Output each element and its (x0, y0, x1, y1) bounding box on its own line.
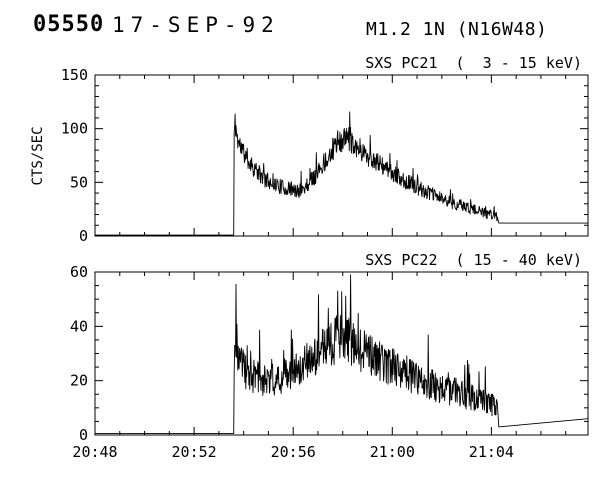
pc22-trace (95, 274, 589, 435)
y-tick-label: 20 (70, 372, 88, 390)
x-tick-label: 21:00 (370, 443, 415, 461)
pc22-title: SXS PC22 ( 15 - 40 keV) (365, 251, 582, 269)
x-tick-label: 20:56 (271, 443, 316, 461)
y-axis-label: CTS/SEC (30, 126, 46, 186)
y-tick-label: 0 (79, 426, 88, 444)
y-tick-label: 60 (70, 263, 88, 281)
flare-classification: M1.2 1N (N16W48) (366, 19, 548, 40)
x-tick-label: 20:48 (72, 443, 117, 461)
event-date: 17-SEP-92 (112, 13, 280, 37)
y-tick-label: 150 (61, 66, 88, 84)
event-id: 05550 (33, 12, 105, 37)
y-tick-label: 40 (70, 317, 88, 335)
x-tick-label: 21:04 (469, 443, 514, 461)
pc21-trace (95, 111, 588, 236)
y-tick-label: 50 (70, 173, 88, 191)
x-tick-label: 20:52 (172, 443, 217, 461)
y-tick-label: 0 (79, 227, 88, 245)
pc21-title: SXS PC21 ( 3 - 15 keV) (365, 54, 582, 72)
y-tick-label: 100 (61, 120, 88, 138)
